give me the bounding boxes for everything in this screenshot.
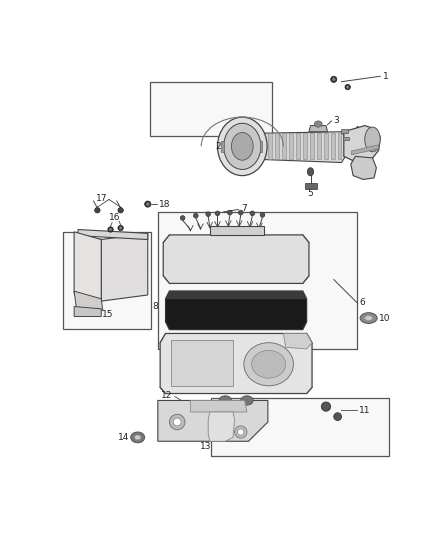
Ellipse shape (345, 84, 350, 90)
Polygon shape (210, 225, 264, 235)
Ellipse shape (331, 76, 337, 83)
Polygon shape (352, 145, 379, 155)
Polygon shape (160, 334, 312, 393)
Ellipse shape (224, 123, 261, 169)
Polygon shape (260, 141, 262, 152)
Polygon shape (166, 291, 307, 329)
Polygon shape (309, 126, 328, 132)
Text: 9: 9 (235, 400, 241, 409)
Ellipse shape (146, 203, 149, 206)
Polygon shape (163, 235, 309, 284)
Polygon shape (324, 133, 328, 159)
Ellipse shape (95, 207, 100, 213)
Ellipse shape (238, 210, 243, 215)
Polygon shape (283, 334, 312, 349)
Ellipse shape (238, 429, 244, 435)
Ellipse shape (321, 402, 331, 411)
Ellipse shape (118, 207, 124, 213)
Polygon shape (208, 412, 235, 441)
Polygon shape (351, 156, 376, 180)
Ellipse shape (334, 413, 342, 421)
Text: 15: 15 (102, 310, 113, 319)
Ellipse shape (145, 201, 151, 207)
Polygon shape (303, 133, 307, 159)
Text: 16: 16 (110, 213, 121, 222)
Ellipse shape (219, 396, 231, 405)
Polygon shape (221, 141, 224, 152)
Text: 13: 13 (201, 442, 212, 451)
Ellipse shape (244, 343, 293, 386)
Text: 17: 17 (95, 194, 107, 203)
Polygon shape (101, 233, 148, 301)
Ellipse shape (109, 228, 112, 231)
Ellipse shape (108, 227, 113, 232)
Polygon shape (342, 130, 348, 133)
Polygon shape (261, 132, 346, 163)
Text: 10: 10 (379, 313, 390, 322)
Ellipse shape (260, 213, 265, 217)
Polygon shape (344, 126, 380, 163)
Text: 4: 4 (353, 136, 359, 146)
Ellipse shape (131, 432, 145, 443)
Polygon shape (317, 133, 321, 159)
Ellipse shape (360, 313, 377, 324)
Text: 14: 14 (118, 433, 129, 442)
Ellipse shape (118, 225, 124, 231)
Polygon shape (74, 306, 101, 317)
Bar (158, 212, 357, 349)
Ellipse shape (228, 210, 232, 215)
Text: 8: 8 (153, 302, 159, 311)
Polygon shape (191, 400, 247, 412)
Polygon shape (74, 291, 103, 310)
Polygon shape (296, 133, 300, 159)
Ellipse shape (170, 414, 185, 430)
Polygon shape (171, 340, 233, 386)
Polygon shape (305, 183, 317, 189)
Text: 4: 4 (353, 126, 359, 135)
Text: 5: 5 (307, 189, 313, 198)
Ellipse shape (218, 117, 267, 175)
Ellipse shape (231, 133, 253, 160)
Ellipse shape (307, 168, 314, 176)
Text: 2: 2 (216, 142, 221, 151)
Text: 7: 7 (241, 204, 247, 213)
Ellipse shape (235, 426, 247, 438)
Polygon shape (78, 230, 148, 239)
Ellipse shape (365, 127, 380, 152)
Text: 3: 3 (334, 116, 339, 125)
Ellipse shape (346, 86, 349, 88)
Ellipse shape (250, 211, 255, 216)
Text: 18: 18 (159, 199, 170, 208)
Ellipse shape (134, 435, 141, 440)
Ellipse shape (206, 212, 211, 216)
Polygon shape (310, 133, 314, 159)
Polygon shape (275, 133, 279, 159)
Polygon shape (289, 133, 293, 159)
Ellipse shape (241, 396, 253, 405)
Ellipse shape (194, 213, 198, 218)
Ellipse shape (251, 350, 286, 378)
Ellipse shape (314, 121, 322, 127)
Bar (63, 232, 152, 329)
Ellipse shape (173, 418, 181, 426)
Polygon shape (331, 133, 335, 159)
Polygon shape (166, 291, 307, 299)
Ellipse shape (119, 227, 122, 229)
Polygon shape (74, 232, 101, 301)
Ellipse shape (215, 211, 220, 216)
Polygon shape (338, 133, 342, 159)
Polygon shape (343, 137, 349, 140)
Polygon shape (282, 133, 286, 159)
Polygon shape (268, 133, 272, 159)
Ellipse shape (180, 216, 185, 220)
Ellipse shape (365, 316, 372, 320)
Bar (211, 399, 389, 456)
Polygon shape (158, 400, 268, 441)
Ellipse shape (332, 78, 336, 81)
Text: 11: 11 (359, 406, 370, 415)
Text: 12: 12 (161, 391, 173, 400)
Bar (150, 83, 272, 136)
Text: 1: 1 (382, 72, 389, 81)
Text: 6: 6 (359, 298, 365, 307)
